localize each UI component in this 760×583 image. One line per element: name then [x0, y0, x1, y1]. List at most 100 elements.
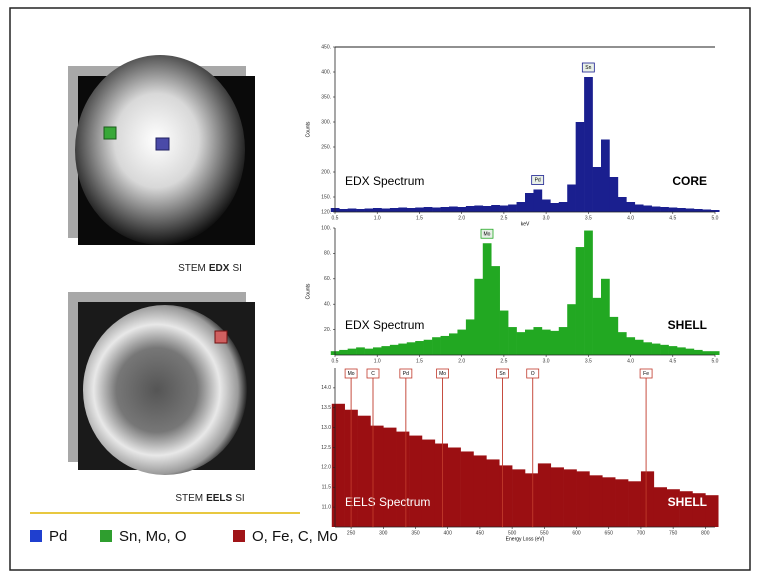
spectrum-bin: [525, 473, 539, 527]
spectrum-bin: [576, 471, 590, 527]
spectrum-bin: [584, 77, 593, 212]
caption-part: STEM: [178, 263, 206, 274]
x-tick-label: 750: [669, 530, 678, 536]
region-label: SHELL: [668, 318, 707, 332]
spectrum-bin: [575, 122, 585, 212]
x-tick-label: 0.5: [332, 358, 339, 364]
spectrum-bin: [558, 327, 568, 355]
spectrum-bin: [389, 208, 399, 212]
spectrum-bin: [537, 463, 552, 527]
spectrum-bin: [702, 351, 712, 355]
spectrum-bin: [567, 184, 576, 212]
x-tick-label: 450: [476, 530, 485, 536]
x-tick-label: 250: [347, 530, 356, 536]
spectrum-bin: [434, 443, 449, 527]
spectrum-bin: [626, 202, 636, 212]
spectrum-bin: [626, 337, 636, 355]
region-label: CORE: [672, 174, 707, 188]
edge-label-box: [496, 368, 509, 379]
spectrum-bin: [668, 346, 678, 355]
peak-label-box: [581, 62, 595, 73]
spectrum-bin: [356, 209, 365, 212]
spectrum-bin: [499, 310, 509, 355]
spectrum-bin: [491, 266, 500, 355]
spectrum-bin: [705, 495, 719, 527]
y-tick-label: 150.: [321, 194, 331, 200]
spectrum-bin: [541, 199, 551, 212]
x-tick-label: 650: [605, 530, 614, 536]
spectrum-bin: [617, 332, 627, 355]
legend-label: Sn, Mo, O: [119, 528, 187, 545]
spectrum-bin: [460, 451, 474, 527]
spectrum-bin: [370, 425, 384, 527]
y-tick-label: 12.0: [321, 465, 331, 471]
y-tick-label: 450.: [321, 44, 331, 50]
spectrum-bin: [474, 205, 484, 212]
legend-swatch: [100, 530, 112, 542]
y-tick-label: 20.: [324, 327, 331, 333]
spectrum-bin: [592, 297, 602, 355]
spectrum-bin: [383, 427, 397, 527]
spectrum-bin: [482, 243, 492, 355]
x-tick-label: 3.0: [543, 215, 550, 221]
spectrum-bin: [679, 491, 693, 527]
edge-label-box: [639, 368, 653, 379]
x-tick-label: 800: [701, 530, 710, 536]
chart-title: EDX Spectrum: [345, 174, 424, 188]
spectrum-bin: [575, 247, 585, 355]
spectrum-bin: [449, 333, 458, 355]
y-axis-label: Counts: [305, 283, 311, 299]
spectrum-bin: [473, 455, 487, 527]
x-tick-label: 550: [540, 530, 549, 536]
spectrum-bin: [347, 348, 357, 355]
spectrum-bin: [601, 139, 610, 212]
edge-label: C: [371, 371, 375, 377]
caption-part: SI: [232, 263, 241, 274]
y-tick-label: 100.: [321, 225, 331, 231]
spectrum-bin: [660, 344, 669, 355]
x-tick-label: 2.5: [500, 358, 507, 364]
spectrum-bin: [550, 203, 560, 212]
y-tick-label: 120.: [321, 209, 331, 215]
edge-label: Fe: [643, 371, 649, 377]
x-tick-label: 700: [637, 530, 646, 536]
spectrum-bin: [685, 348, 695, 355]
x-tick-label: 2.0: [458, 358, 465, 364]
x-tick-label: 1.0: [374, 358, 381, 364]
y-tick-label: 200.: [321, 169, 331, 175]
spectrum-bin: [421, 439, 436, 527]
spectrum-bin: [677, 347, 686, 355]
spectrum-bin: [457, 207, 467, 212]
spectrum-bin: [609, 177, 619, 212]
legend-swatch: [233, 530, 245, 542]
region-label: SHELL: [668, 495, 707, 509]
spectrum-bin: [702, 209, 712, 212]
spectrum-bin: [693, 349, 703, 355]
x-tick-label: 4.0: [627, 215, 634, 221]
spectrum-bin: [357, 415, 371, 527]
y-tick-label: 250.: [321, 144, 331, 150]
x-tick-label: 350: [411, 530, 420, 536]
y-tick-label: 13.5: [321, 405, 331, 411]
spectrum-bin: [339, 209, 348, 212]
spectrum-bin: [449, 206, 458, 212]
spectrum-bin: [447, 447, 461, 527]
slide-frame: [9, 7, 751, 571]
edge-label: O: [531, 371, 535, 377]
spectrum-bin: [440, 207, 450, 212]
spectrum-bin: [457, 329, 467, 355]
spectrum-bin: [651, 206, 661, 212]
spectrum-bin: [692, 493, 706, 527]
spectrum-bin: [592, 167, 602, 212]
spectrum-bin: [533, 327, 543, 355]
legend-label: Pd: [49, 528, 67, 545]
x-tick-label: 3.5: [585, 358, 592, 364]
y-tick-label: 60.: [324, 276, 331, 282]
edge-label-box: [526, 368, 540, 379]
spectrum-bin: [567, 304, 576, 355]
y-tick-label: 300.: [321, 119, 331, 125]
edge-label-box: [366, 368, 380, 379]
caption-part: EDX: [209, 263, 230, 274]
caption-part: EELS: [206, 493, 232, 504]
